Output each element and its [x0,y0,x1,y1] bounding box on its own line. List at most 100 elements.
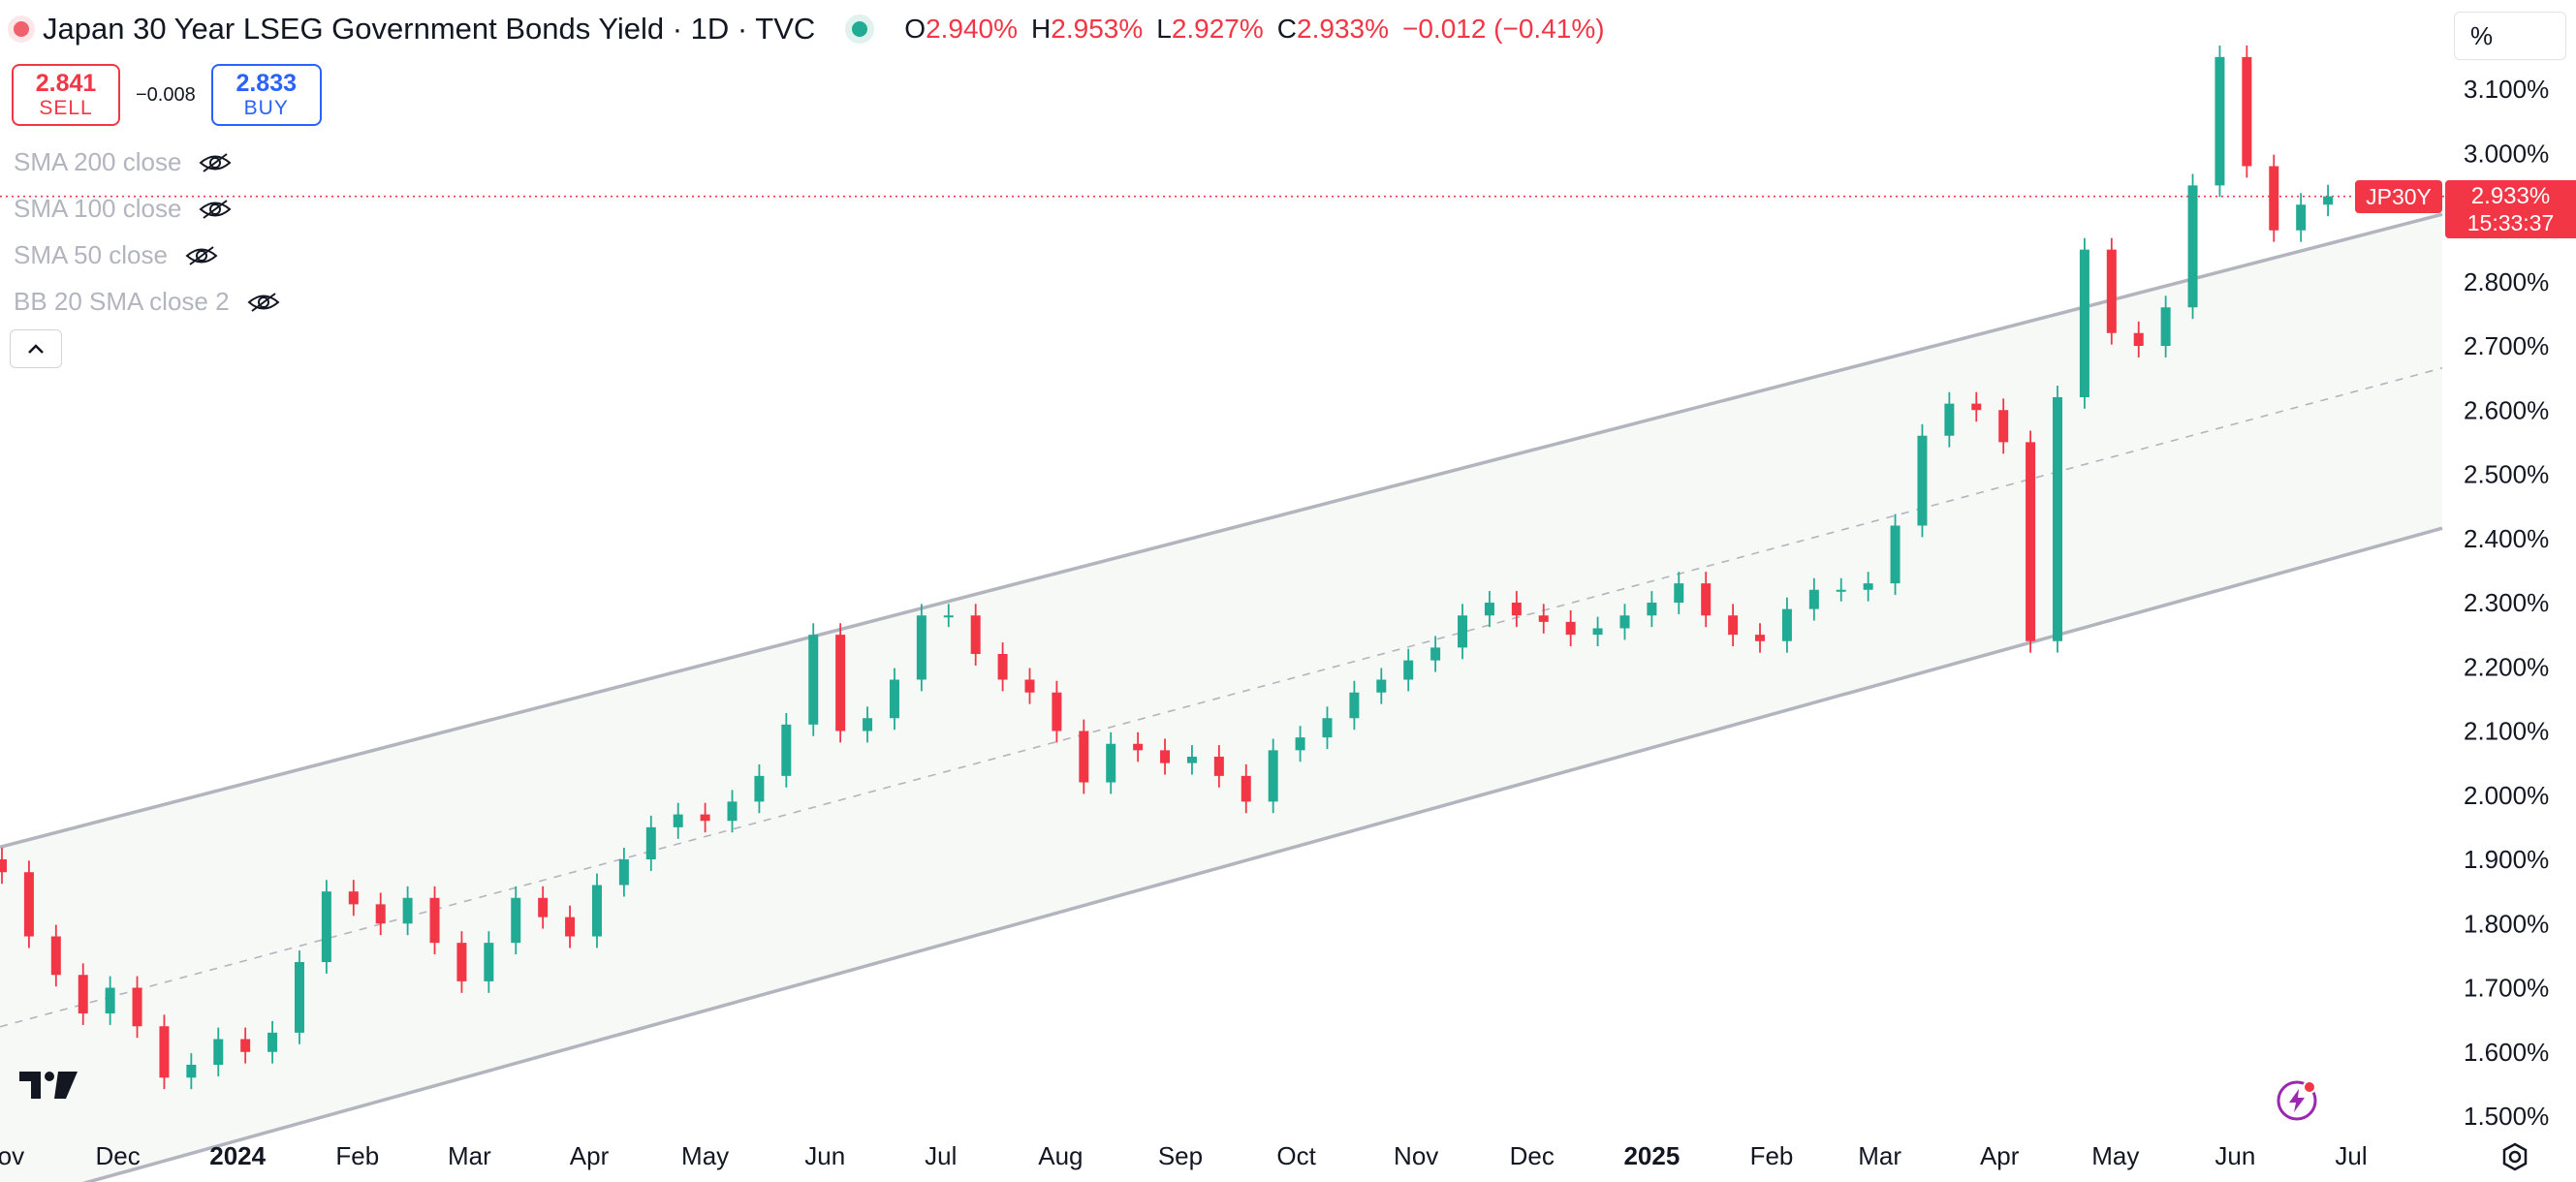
candle-body [2106,249,2117,333]
percent-scale-button[interactable]: % [2454,12,2566,60]
candle-body [1403,660,1414,680]
candle-body [618,859,629,886]
candle-body [267,1032,278,1052]
candle-body [402,897,413,924]
indicator-sma50[interactable]: SMA 50 close [14,240,218,270]
x-tick-label: 2025 [1623,1141,1680,1170]
open-value: 2.940% [926,14,1019,44]
eye-hidden-icon[interactable] [199,152,232,173]
candle-body [1917,435,1928,526]
candle-body [1322,718,1333,738]
market-status-icon[interactable] [852,21,868,37]
eye-hidden-icon[interactable] [247,292,280,313]
candle-body [2296,204,2307,231]
candle-body [1511,603,1522,616]
x-tick-label: Feb [335,1141,379,1170]
candle-body [943,615,954,618]
candle-body [2242,56,2252,167]
candle-body [484,943,494,981]
indicator-bollinger[interactable]: BB 20 SMA close 2 [14,287,280,317]
indicator-sma100[interactable]: SMA 100 close [14,194,232,224]
symbol-legend: Japan 30 Year LSEG Government Bonds Yiel… [14,12,1605,47]
candle-body [1863,583,1873,590]
x-tick-label: Feb [1750,1141,1794,1170]
x-tick-label: Apr [570,1141,610,1170]
candle-body [132,987,142,1027]
candle-body [2215,56,2225,186]
candle-body [565,917,576,937]
y-tick-label: 3.100% [2464,75,2549,104]
buy-price: 2.833 [236,70,298,97]
collapse-indicators-button[interactable] [10,329,62,368]
last-price-value: 2.933% [2470,183,2551,209]
eye-hidden-icon[interactable] [185,245,218,266]
gear-icon[interactable] [2498,1141,2531,1174]
high-value: 2.953% [1051,14,1144,44]
x-tick-label: May [681,1141,729,1170]
y-tick-label: 2.100% [2464,717,2549,746]
candle-body [213,1039,224,1065]
candle-body [889,679,899,719]
open-key: O [904,14,927,44]
candle-body [673,814,683,827]
y-tick-label: 3.000% [2464,139,2549,168]
candle-body [863,718,873,731]
flash-icon[interactable] [2276,1079,2318,1122]
buy-button[interactable]: 2.833 BUY [210,64,322,126]
candle-body [754,775,765,802]
candle-body [1647,603,1657,616]
candle-body [23,872,34,937]
candle-body [1701,583,1712,616]
low-value: 2.927% [1171,14,1264,44]
candle-body [591,885,602,937]
sell-button[interactable]: 2.841 SELL [12,64,120,126]
y-tick-label: 1.500% [2464,1102,2549,1131]
y-tick-label: 2.200% [2464,652,2549,681]
candle-body [159,1026,170,1078]
tradingview-logo-icon[interactable] [19,1070,79,1101]
x-tick-label: Aug [1038,1141,1083,1170]
candle-body [1186,757,1197,763]
candle-body [1998,410,2009,443]
candle-body [2160,307,2171,346]
candle-body [1241,775,1251,802]
candle-body [781,724,792,776]
x-tick-label: May [2091,1141,2139,1170]
candle-body [808,635,819,725]
candle-body [1430,647,1441,661]
candle-body [2079,249,2089,397]
symbol-title[interactable]: Japan 30 Year LSEG Government Bonds Yiel… [43,12,816,46]
candle-body [1052,692,1062,731]
y-tick-label: 1.700% [2464,974,2549,1003]
candle-body [50,936,61,976]
x-tick-label: Mar [448,1141,491,1170]
candle-body [1944,403,1955,436]
candle-body [2269,166,2279,231]
indicator-sma200[interactable]: SMA 200 close [14,147,232,177]
time-axis: Nov Dec 2024 Feb Mar Apr May Jun Jul Aug Sep Oct Nov… [0,1141,2368,1170]
indicator-label: SMA 50 close [14,240,168,269]
candle-body [916,615,927,680]
candle-body [1458,615,1468,648]
regression-channel [0,212,2443,1182]
symbol-price-tag: JP30Y [2355,180,2442,213]
x-tick-label: Sep [1158,1141,1203,1170]
candle-body [240,1039,251,1052]
y-tick-label: 2.700% [2464,331,2549,360]
candle-body [1619,615,1630,629]
eye-hidden-icon[interactable] [199,199,232,220]
y-tick-label: 2.600% [2464,395,2549,424]
x-tick-label: Dec [1510,1141,1555,1170]
candle-body [511,897,521,944]
candle-body [2053,397,2062,641]
buy-label: BUY [243,97,289,119]
candle-body [1106,743,1116,783]
channel-fill [0,214,2442,1182]
candle-body [1213,757,1224,776]
candle-body [429,897,440,944]
candle-body [1592,628,1603,636]
candle-body [997,654,1008,680]
candle-body [294,962,304,1033]
sell-price: 2.841 [35,70,97,97]
